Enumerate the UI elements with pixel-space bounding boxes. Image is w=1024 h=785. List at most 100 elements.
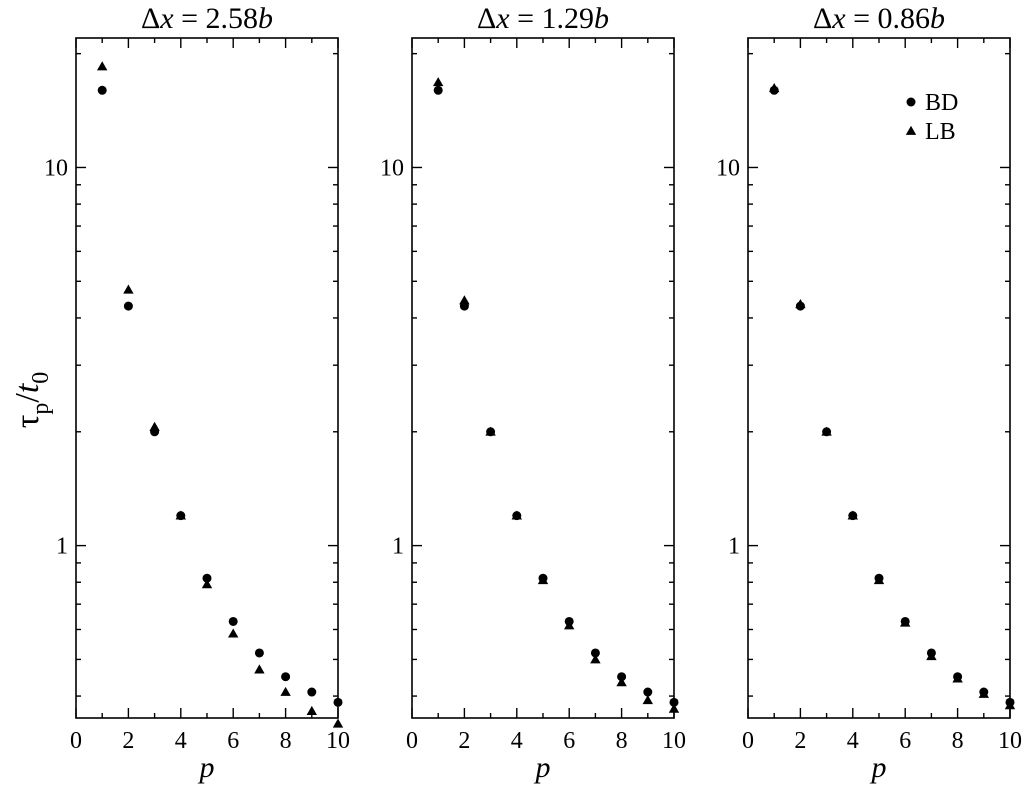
x-tick-label: 8 bbox=[280, 728, 292, 754]
y-tick-label: 1 bbox=[728, 534, 740, 560]
panel-title: Δx = 1.29b bbox=[477, 2, 609, 35]
x-tick-label: 10 bbox=[662, 728, 686, 754]
point-lb bbox=[433, 77, 444, 87]
x-tick-label: 8 bbox=[952, 728, 964, 754]
x-tick-label: 2 bbox=[122, 728, 134, 754]
x-tick-label: 2 bbox=[458, 728, 470, 754]
point-lb bbox=[280, 686, 291, 696]
title-b: b bbox=[930, 2, 945, 35]
point-lb bbox=[795, 298, 806, 309]
title-value: = 0.86 bbox=[846, 2, 930, 35]
x-tick-label: 4 bbox=[847, 728, 859, 754]
point-lb bbox=[149, 421, 160, 431]
title-x: x bbox=[495, 2, 510, 35]
point-bd bbox=[333, 697, 343, 707]
point-lb bbox=[459, 295, 470, 305]
point-bd bbox=[669, 697, 679, 707]
point-bd bbox=[281, 672, 291, 682]
point-lb bbox=[306, 705, 317, 716]
plot-frame bbox=[747, 37, 1011, 719]
plot-frame bbox=[75, 37, 339, 719]
point-lb bbox=[201, 579, 213, 589]
x-tick-label: 10 bbox=[326, 728, 350, 754]
point-lb bbox=[590, 654, 601, 664]
y-label-slash: / bbox=[9, 393, 46, 403]
point-lb bbox=[616, 677, 627, 687]
title-x: x bbox=[159, 2, 174, 35]
legend-marker-lb bbox=[905, 125, 917, 135]
plot-frame bbox=[411, 37, 675, 719]
panel-title: Δx = 2.58b bbox=[141, 2, 273, 35]
point-lb bbox=[254, 664, 265, 674]
point-bd bbox=[617, 672, 627, 682]
point-lb bbox=[485, 426, 496, 436]
point-lb bbox=[900, 617, 911, 627]
point-lb bbox=[332, 718, 344, 728]
x-tick-label: 6 bbox=[563, 728, 575, 754]
point-bd bbox=[228, 616, 238, 626]
point-bd bbox=[433, 85, 443, 95]
point-bd bbox=[123, 301, 133, 311]
panel-2: Δx = 1.29b 0 2 4 6 8 10 1 10 p bbox=[380, 2, 686, 784]
y-label-t: t bbox=[9, 382, 46, 393]
panel-1: Δx = 2.58b 0 2 4 6 8 10 1 10 p bbox=[44, 2, 350, 784]
point-bd bbox=[97, 85, 107, 95]
point-lb bbox=[847, 510, 858, 520]
y-tick-label: 1 bbox=[56, 534, 68, 560]
x-tick-label: 4 bbox=[175, 728, 187, 754]
svg-text:τp/t0: τp/t0 bbox=[9, 372, 54, 429]
x-tick-label: 6 bbox=[899, 728, 911, 754]
x-axis-label: p bbox=[870, 751, 887, 784]
y-tick-label: 10 bbox=[716, 155, 740, 181]
point-lb bbox=[952, 673, 963, 683]
point-lb bbox=[926, 650, 937, 661]
title-delta: Δ bbox=[813, 2, 832, 35]
y-label-tau: τ bbox=[9, 415, 46, 429]
x-tick-label: 0 bbox=[406, 728, 418, 754]
point-lb bbox=[228, 628, 239, 638]
x-tick-label: 2 bbox=[794, 728, 806, 754]
point-lb bbox=[769, 83, 780, 93]
x-tick-label: 6 bbox=[227, 728, 239, 754]
title-b: b bbox=[258, 2, 273, 35]
y-label-zero-sub: 0 bbox=[28, 372, 54, 384]
point-lb bbox=[821, 426, 832, 436]
point-bd bbox=[307, 687, 317, 697]
x-tick-label: 4 bbox=[511, 728, 523, 754]
point-lb bbox=[873, 575, 885, 585]
y-tick-label: 1 bbox=[392, 534, 404, 560]
point-bd bbox=[643, 687, 653, 697]
point-lb bbox=[642, 695, 653, 705]
point-lb bbox=[978, 688, 989, 698]
point-bd bbox=[202, 573, 212, 583]
point-bd bbox=[254, 648, 264, 658]
x-tick-label: 0 bbox=[742, 728, 754, 754]
point-lb bbox=[123, 284, 134, 294]
x-axis-label: p bbox=[198, 751, 215, 784]
x-tick-label: 0 bbox=[70, 728, 82, 754]
y-axis-label: τp/t0 bbox=[9, 372, 54, 429]
title-delta: Δ bbox=[141, 2, 160, 35]
legend-label-bd: BD bbox=[925, 90, 958, 116]
point-lb bbox=[97, 61, 108, 71]
x-tick-label: 10 bbox=[998, 728, 1022, 754]
panel-title: Δx = 0.86b bbox=[813, 2, 945, 35]
point-bd bbox=[590, 648, 600, 658]
panel-3: Δx = 0.86b 0 2 4 6 8 10 1 10 p BD LB bbox=[716, 2, 1022, 784]
legend-label-lb: LB bbox=[925, 119, 956, 145]
title-b: b bbox=[594, 2, 609, 35]
legend: BD LB bbox=[905, 90, 958, 145]
title-value: = 2.58 bbox=[174, 2, 258, 35]
y-label-p-sub: p bbox=[28, 403, 54, 415]
y-tick-label: 10 bbox=[44, 155, 68, 181]
point-lb bbox=[564, 620, 575, 630]
point-lb bbox=[537, 575, 549, 585]
point-lb bbox=[1004, 700, 1016, 710]
x-tick-label: 8 bbox=[616, 728, 628, 754]
title-x: x bbox=[831, 2, 846, 35]
title-delta: Δ bbox=[477, 2, 496, 35]
point-lb bbox=[511, 510, 522, 520]
x-axis-label: p bbox=[534, 751, 551, 784]
